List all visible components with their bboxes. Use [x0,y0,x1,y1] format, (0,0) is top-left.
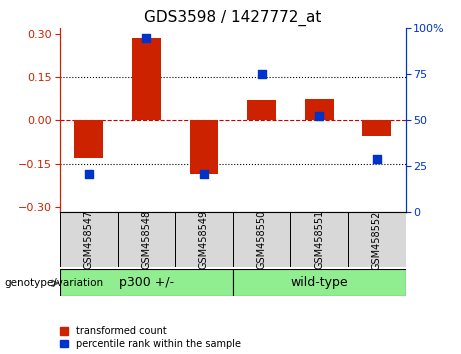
Bar [362,120,391,136]
Text: p300 +/-: p300 +/- [119,276,174,289]
Point [258,72,266,77]
Legend: transformed count, percentile rank within the sample: transformed count, percentile rank withi… [60,326,241,349]
Text: GSM458548: GSM458548 [142,210,151,269]
Bar [348,212,406,267]
Bar [189,120,219,173]
Point [315,113,323,119]
Text: GSM458551: GSM458551 [314,210,324,269]
Bar [132,38,161,120]
Point [85,171,92,176]
Text: genotype/variation: genotype/variation [5,278,104,288]
Point [200,171,207,176]
Bar [175,212,233,267]
Bar [118,212,175,267]
Bar [247,100,276,120]
Point [373,156,381,162]
Bar [60,269,233,296]
Text: GSM458552: GSM458552 [372,210,382,269]
Text: GSM458547: GSM458547 [84,210,94,269]
Text: GSM458549: GSM458549 [199,210,209,269]
Bar [233,212,290,267]
Bar [74,120,103,158]
Text: GSM458550: GSM458550 [257,210,266,269]
Point [142,35,150,41]
Bar [305,99,334,120]
Bar [60,212,118,267]
Title: GDS3598 / 1427772_at: GDS3598 / 1427772_at [144,9,321,25]
Text: wild-type: wild-type [290,276,348,289]
Bar [233,269,406,296]
Bar [290,212,348,267]
